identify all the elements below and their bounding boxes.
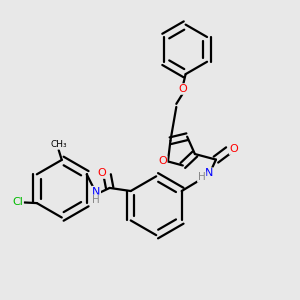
Text: N: N bbox=[92, 187, 100, 196]
Text: O: O bbox=[97, 168, 106, 178]
Text: CH₃: CH₃ bbox=[50, 140, 67, 149]
Text: H: H bbox=[198, 172, 206, 182]
Text: O: O bbox=[230, 144, 238, 154]
Text: N: N bbox=[205, 168, 213, 178]
Text: O: O bbox=[178, 84, 187, 94]
Text: O: O bbox=[158, 157, 167, 166]
Text: Cl: Cl bbox=[12, 197, 23, 208]
Text: H: H bbox=[92, 195, 100, 205]
